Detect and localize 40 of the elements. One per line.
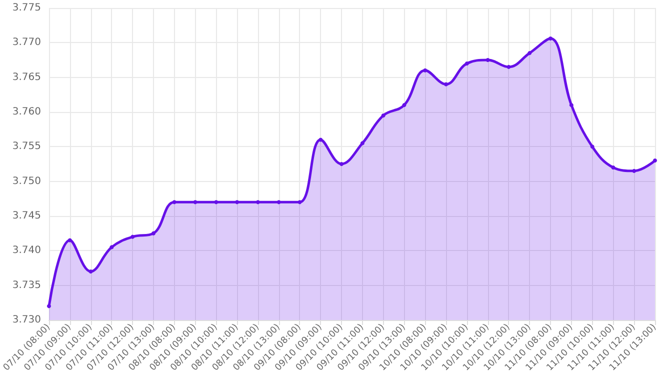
y-tick-label: 3.750 [12, 176, 41, 187]
point [235, 200, 240, 204]
point [506, 64, 511, 69]
y-tick-label: 3.730 [12, 314, 41, 326]
point [528, 51, 532, 56]
point [486, 58, 490, 62]
point [464, 61, 469, 66]
point [632, 168, 636, 173]
point [46, 304, 51, 308]
point [68, 238, 72, 242]
y-tick-label: 3.765 [12, 72, 41, 83]
point [340, 162, 344, 166]
point [360, 141, 364, 146]
point [193, 200, 198, 204]
point [318, 138, 323, 142]
point [172, 200, 176, 204]
y-tick-label: 3.775 [12, 2, 41, 14]
y-tick-label: 3.745 [12, 210, 41, 222]
point [151, 231, 156, 236]
point [444, 82, 448, 86]
point [548, 36, 553, 41]
point [569, 103, 574, 108]
y-tick-label: 3.755 [12, 141, 41, 152]
point [130, 234, 135, 239]
point [88, 269, 93, 274]
point [653, 158, 657, 163]
point [381, 113, 386, 118]
point [423, 68, 428, 72]
y-tick-label: 3.760 [12, 106, 41, 118]
point [298, 200, 302, 204]
point [110, 245, 114, 250]
point [611, 165, 616, 170]
point [402, 103, 406, 108]
point [256, 200, 260, 204]
point [214, 200, 218, 204]
point [590, 144, 594, 149]
y-tick-label: 3.770 [12, 37, 41, 48]
y-tick-label: 3.735 [12, 280, 41, 291]
point [276, 200, 281, 204]
y-tick-label: 3.740 [12, 245, 41, 256]
